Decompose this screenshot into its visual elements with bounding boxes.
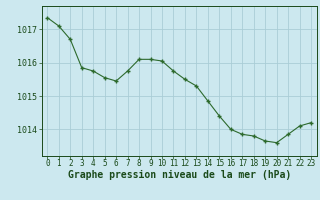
X-axis label: Graphe pression niveau de la mer (hPa): Graphe pression niveau de la mer (hPa) (68, 170, 291, 180)
